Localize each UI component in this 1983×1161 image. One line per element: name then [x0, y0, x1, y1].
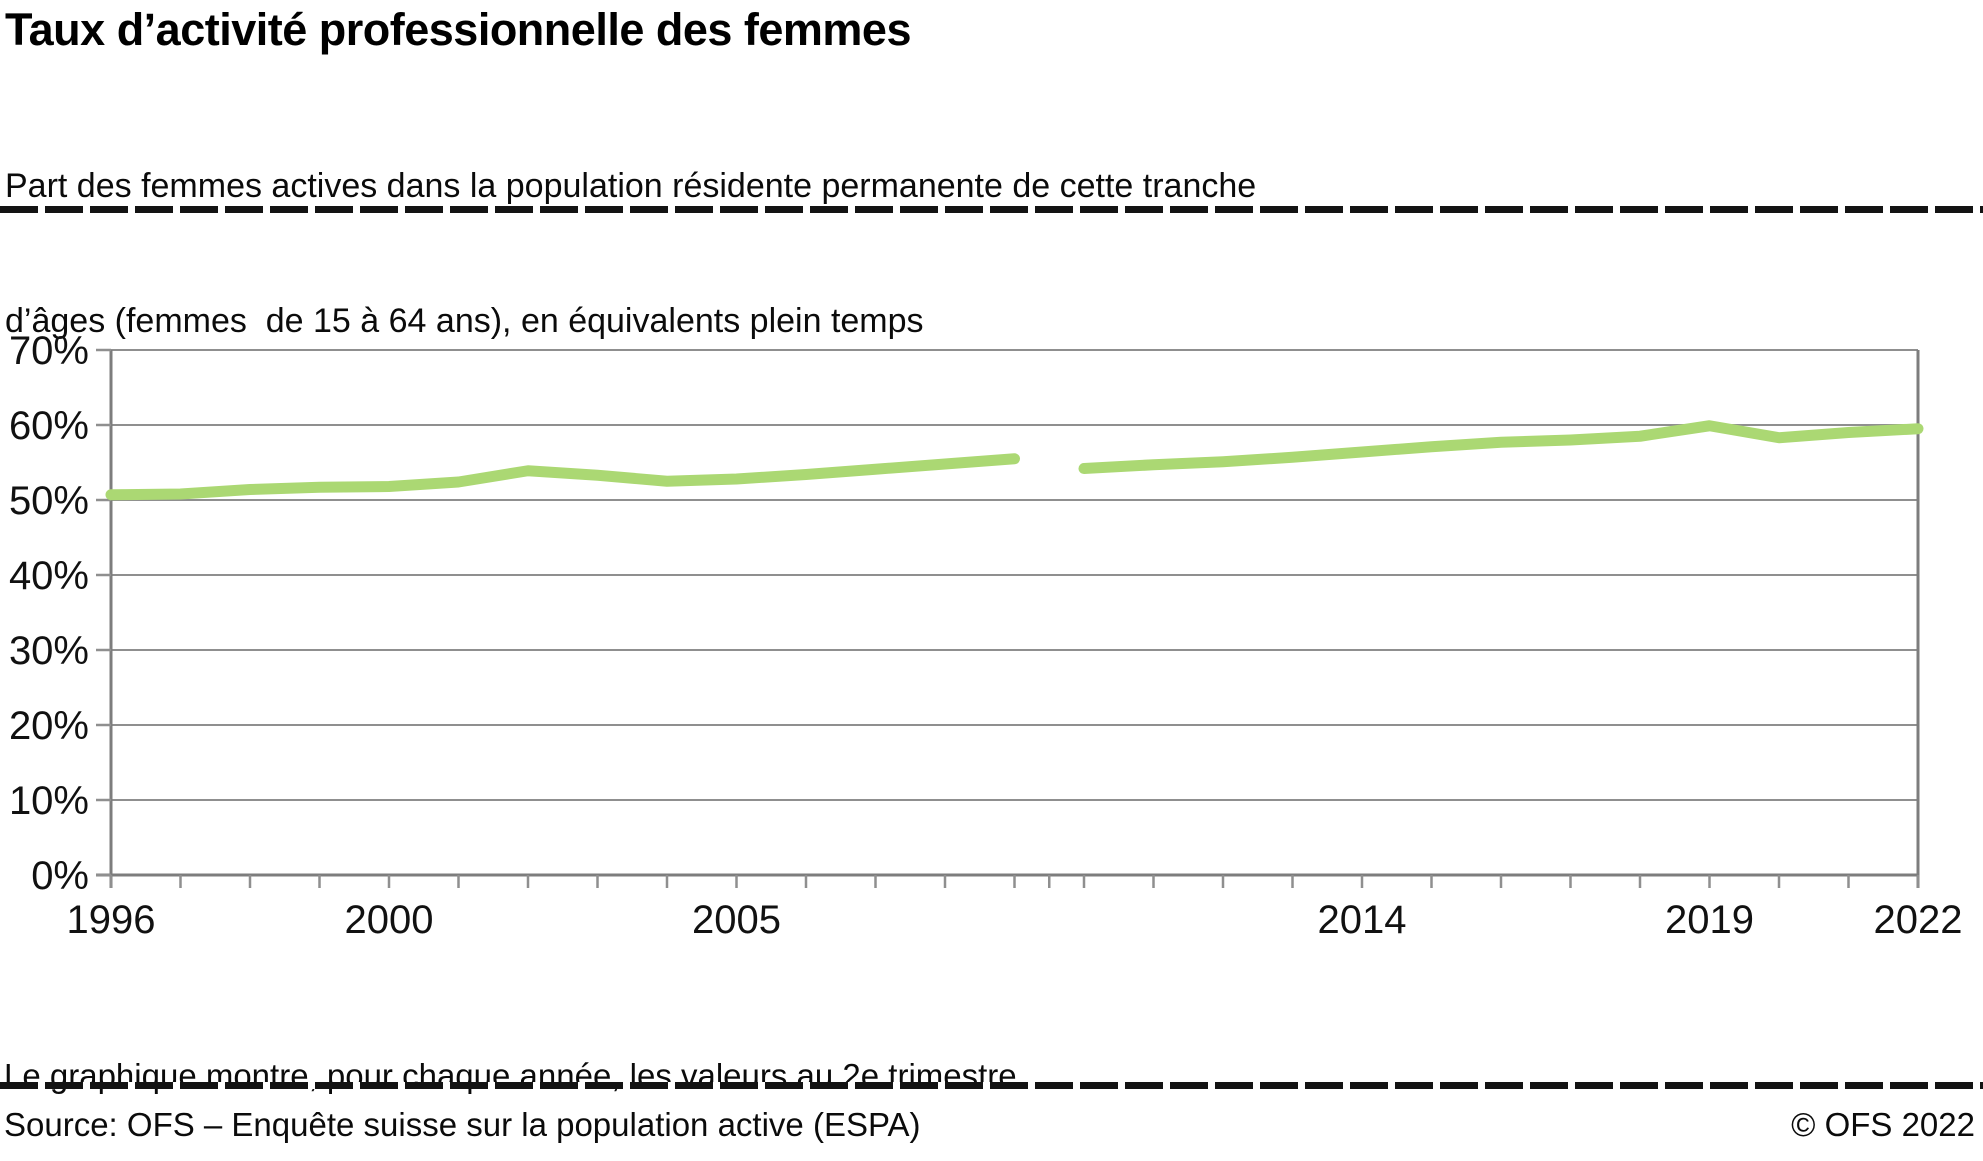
- y-tick-label-70: 70%: [9, 329, 89, 373]
- x-tick-label-2014: 2014: [1318, 898, 1407, 942]
- x-tick-label-2019: 2019: [1665, 898, 1754, 942]
- y-tick-label-0: 0%: [31, 854, 89, 898]
- chart-subtitle: Part des femmes actives dans la populati…: [5, 74, 1256, 434]
- chart-subtitle-line-2: d’âges (femmes de 15 à 64 ans), en équiv…: [5, 302, 924, 340]
- x-tick-label-2022: 2022: [1874, 898, 1963, 942]
- note-quarter: Le graphique montre, pour chaque année, …: [4, 1057, 1026, 1094]
- series-line-pre-break: [105, 453, 1020, 501]
- y-tick-label-30: 30%: [9, 629, 89, 673]
- copyright-label: © OFS 2022: [1791, 1106, 1975, 1143]
- y-tick-label-40: 40%: [9, 554, 89, 598]
- x-tick-label-2005: 2005: [692, 898, 781, 942]
- source-label: Source: OFS – Enquête suisse sur la popu…: [4, 1106, 921, 1143]
- footer-row: Source: OFS – Enquête suisse sur la popu…: [4, 1106, 1975, 1144]
- top-dashed-divider: [0, 206, 1983, 213]
- page-title: Taux d’activité professionnelle des femm…: [5, 4, 911, 55]
- x-tick-label-1996: 1996: [67, 898, 156, 942]
- chart-subtitle-line-1: Part des femmes actives dans la populati…: [5, 167, 1257, 205]
- x-tick-label-2000: 2000: [345, 898, 434, 942]
- series-line-post-break: [1078, 420, 1924, 474]
- bottom-dashed-divider: [0, 1082, 1983, 1089]
- y-tick-label-50: 50%: [9, 479, 89, 523]
- y-tick-label-10: 10%: [9, 779, 89, 823]
- y-tick-label-20: 20%: [9, 704, 89, 748]
- y-tick-label-60: 60%: [9, 404, 89, 448]
